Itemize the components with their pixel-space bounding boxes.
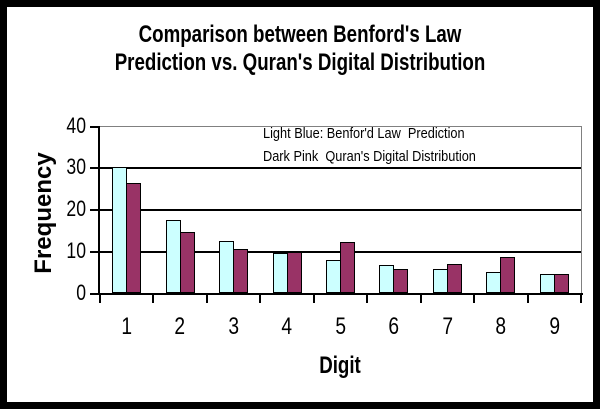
legend: Light Blue: Benfor'd Law Prediction Dark… [263,122,476,168]
x-tick-label-7: 7 [442,313,453,340]
x-tick-8 [526,295,529,303]
y-tick-label-20: 20 [66,196,86,221]
legend-entry-quran: Dark Pink Quran's Digital Distribution [263,148,476,165]
bar-benford-digit-8 [486,271,502,293]
legend-entry-benford: Light Blue: Benfor'd Law Prediction [263,125,465,142]
gridline-30 [100,167,581,169]
y-tick-10 [90,251,100,253]
x-tick-4 [312,295,315,303]
x-tick-7 [473,295,476,303]
bar-quran-digit-7 [446,263,462,293]
bar-quran-digit-5 [340,241,355,293]
bar-benford-digit-6 [379,265,395,293]
bar-benford-digit-1 [112,167,128,293]
y-axis-title: Frequency [30,152,57,274]
chart-title-line1: Comparison between Benford's Law [138,21,462,48]
bar-benford-digit-3 [219,240,235,293]
x-tick-label-1: 1 [121,313,133,340]
bar-quran-digit-2 [179,232,195,293]
x-tick-2 [205,295,208,303]
bar-quran-digit-1 [126,183,142,293]
x-tick-0 [99,295,101,303]
bar-quran-digit-9 [553,273,569,293]
bar-quran-digit-8 [500,257,516,293]
plot-border-top [100,126,581,127]
x-tick-label-5: 5 [335,313,346,340]
x-tick-label-3: 3 [228,313,239,340]
x-tick-6 [419,295,422,303]
bar-benford-digit-7 [432,268,448,293]
bar-quran-digit-3 [233,248,249,293]
y-tick-label-40: 40 [66,113,86,138]
bar-quran-digit-4 [286,251,302,293]
x-tick-label-4: 4 [281,313,293,340]
y-tick-label-30: 30 [66,154,86,179]
x-tick-label-8: 8 [495,313,507,340]
bar-benford-digit-9 [539,273,555,293]
y-tick-20 [90,209,100,211]
bar-quran-digit-6 [393,268,409,293]
x-axis-line [98,293,583,295]
x-tick-label-9: 9 [548,313,560,340]
bar-benford-digit-4 [272,252,288,293]
y-tick-label-0: 0 [76,280,86,305]
plot-border-right [581,126,582,293]
x-tick-label-6: 6 [388,313,400,340]
x-axis-title: Digit [319,352,361,379]
x-tick-1 [152,295,155,303]
gridline-20 [100,209,581,211]
y-tick-0 [90,293,100,295]
chart-title: Comparison between Benford's Law Predict… [66,21,534,77]
chart-title-line2: Prediction vs. Quran's Digital Distribut… [114,49,486,76]
x-tick-5 [366,295,369,303]
y-tick-30 [90,167,100,169]
x-tick-label-2: 2 [174,313,186,340]
x-tick-9 [580,295,582,303]
bar-benford-digit-2 [165,219,181,293]
y-tick-label-10: 10 [66,238,86,263]
y-tick-40 [90,126,100,128]
bar-benford-digit-5 [326,260,341,293]
x-tick-3 [259,295,262,303]
